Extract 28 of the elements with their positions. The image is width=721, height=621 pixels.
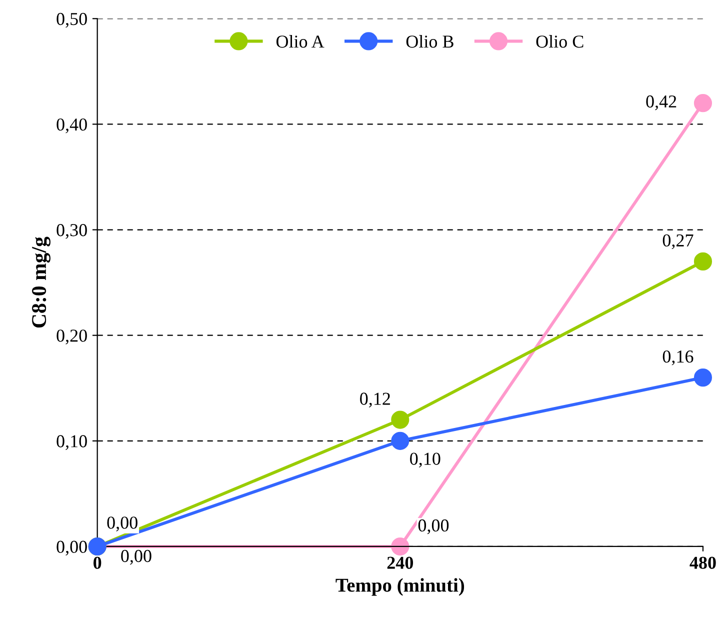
y-tick-label: 0,00: [56, 540, 87, 556]
y-tick-label: 0,40: [56, 118, 87, 134]
point: [694, 368, 712, 387]
x-tick-label: 480: [690, 556, 716, 569]
y-tick-label: 0,20: [56, 330, 87, 344]
legend-label: Olio A: [276, 34, 324, 48]
legend-label: Olio B: [406, 34, 454, 48]
x-tick-label: 240: [387, 556, 414, 569]
y-axis-title: C8:0 mg/g: [32, 236, 50, 328]
data-label: 0,27: [662, 234, 694, 250]
point: [391, 537, 410, 556]
x-axis-title: Tempo (minuti): [336, 578, 464, 596]
y-tick-label: 0,30: [56, 224, 87, 239]
legend-label: Olio C: [536, 34, 584, 48]
x-tick-label: 0: [94, 556, 102, 569]
data-label: 0,00: [121, 550, 152, 565]
data-label: 0,12: [360, 392, 390, 408]
data-label: 0,00: [107, 516, 138, 532]
data-label: 0,00: [418, 519, 449, 534]
data-label: 0,10: [410, 452, 440, 468]
point: [391, 410, 410, 429]
data-label: 0,16: [662, 350, 694, 366]
data-label: 0,42: [646, 95, 676, 110]
point: [694, 252, 712, 270]
point: [694, 94, 712, 112]
y-tick-label: 0,10: [56, 435, 87, 450]
y-tick-label: 0,50: [56, 12, 87, 28]
point: [391, 432, 410, 450]
